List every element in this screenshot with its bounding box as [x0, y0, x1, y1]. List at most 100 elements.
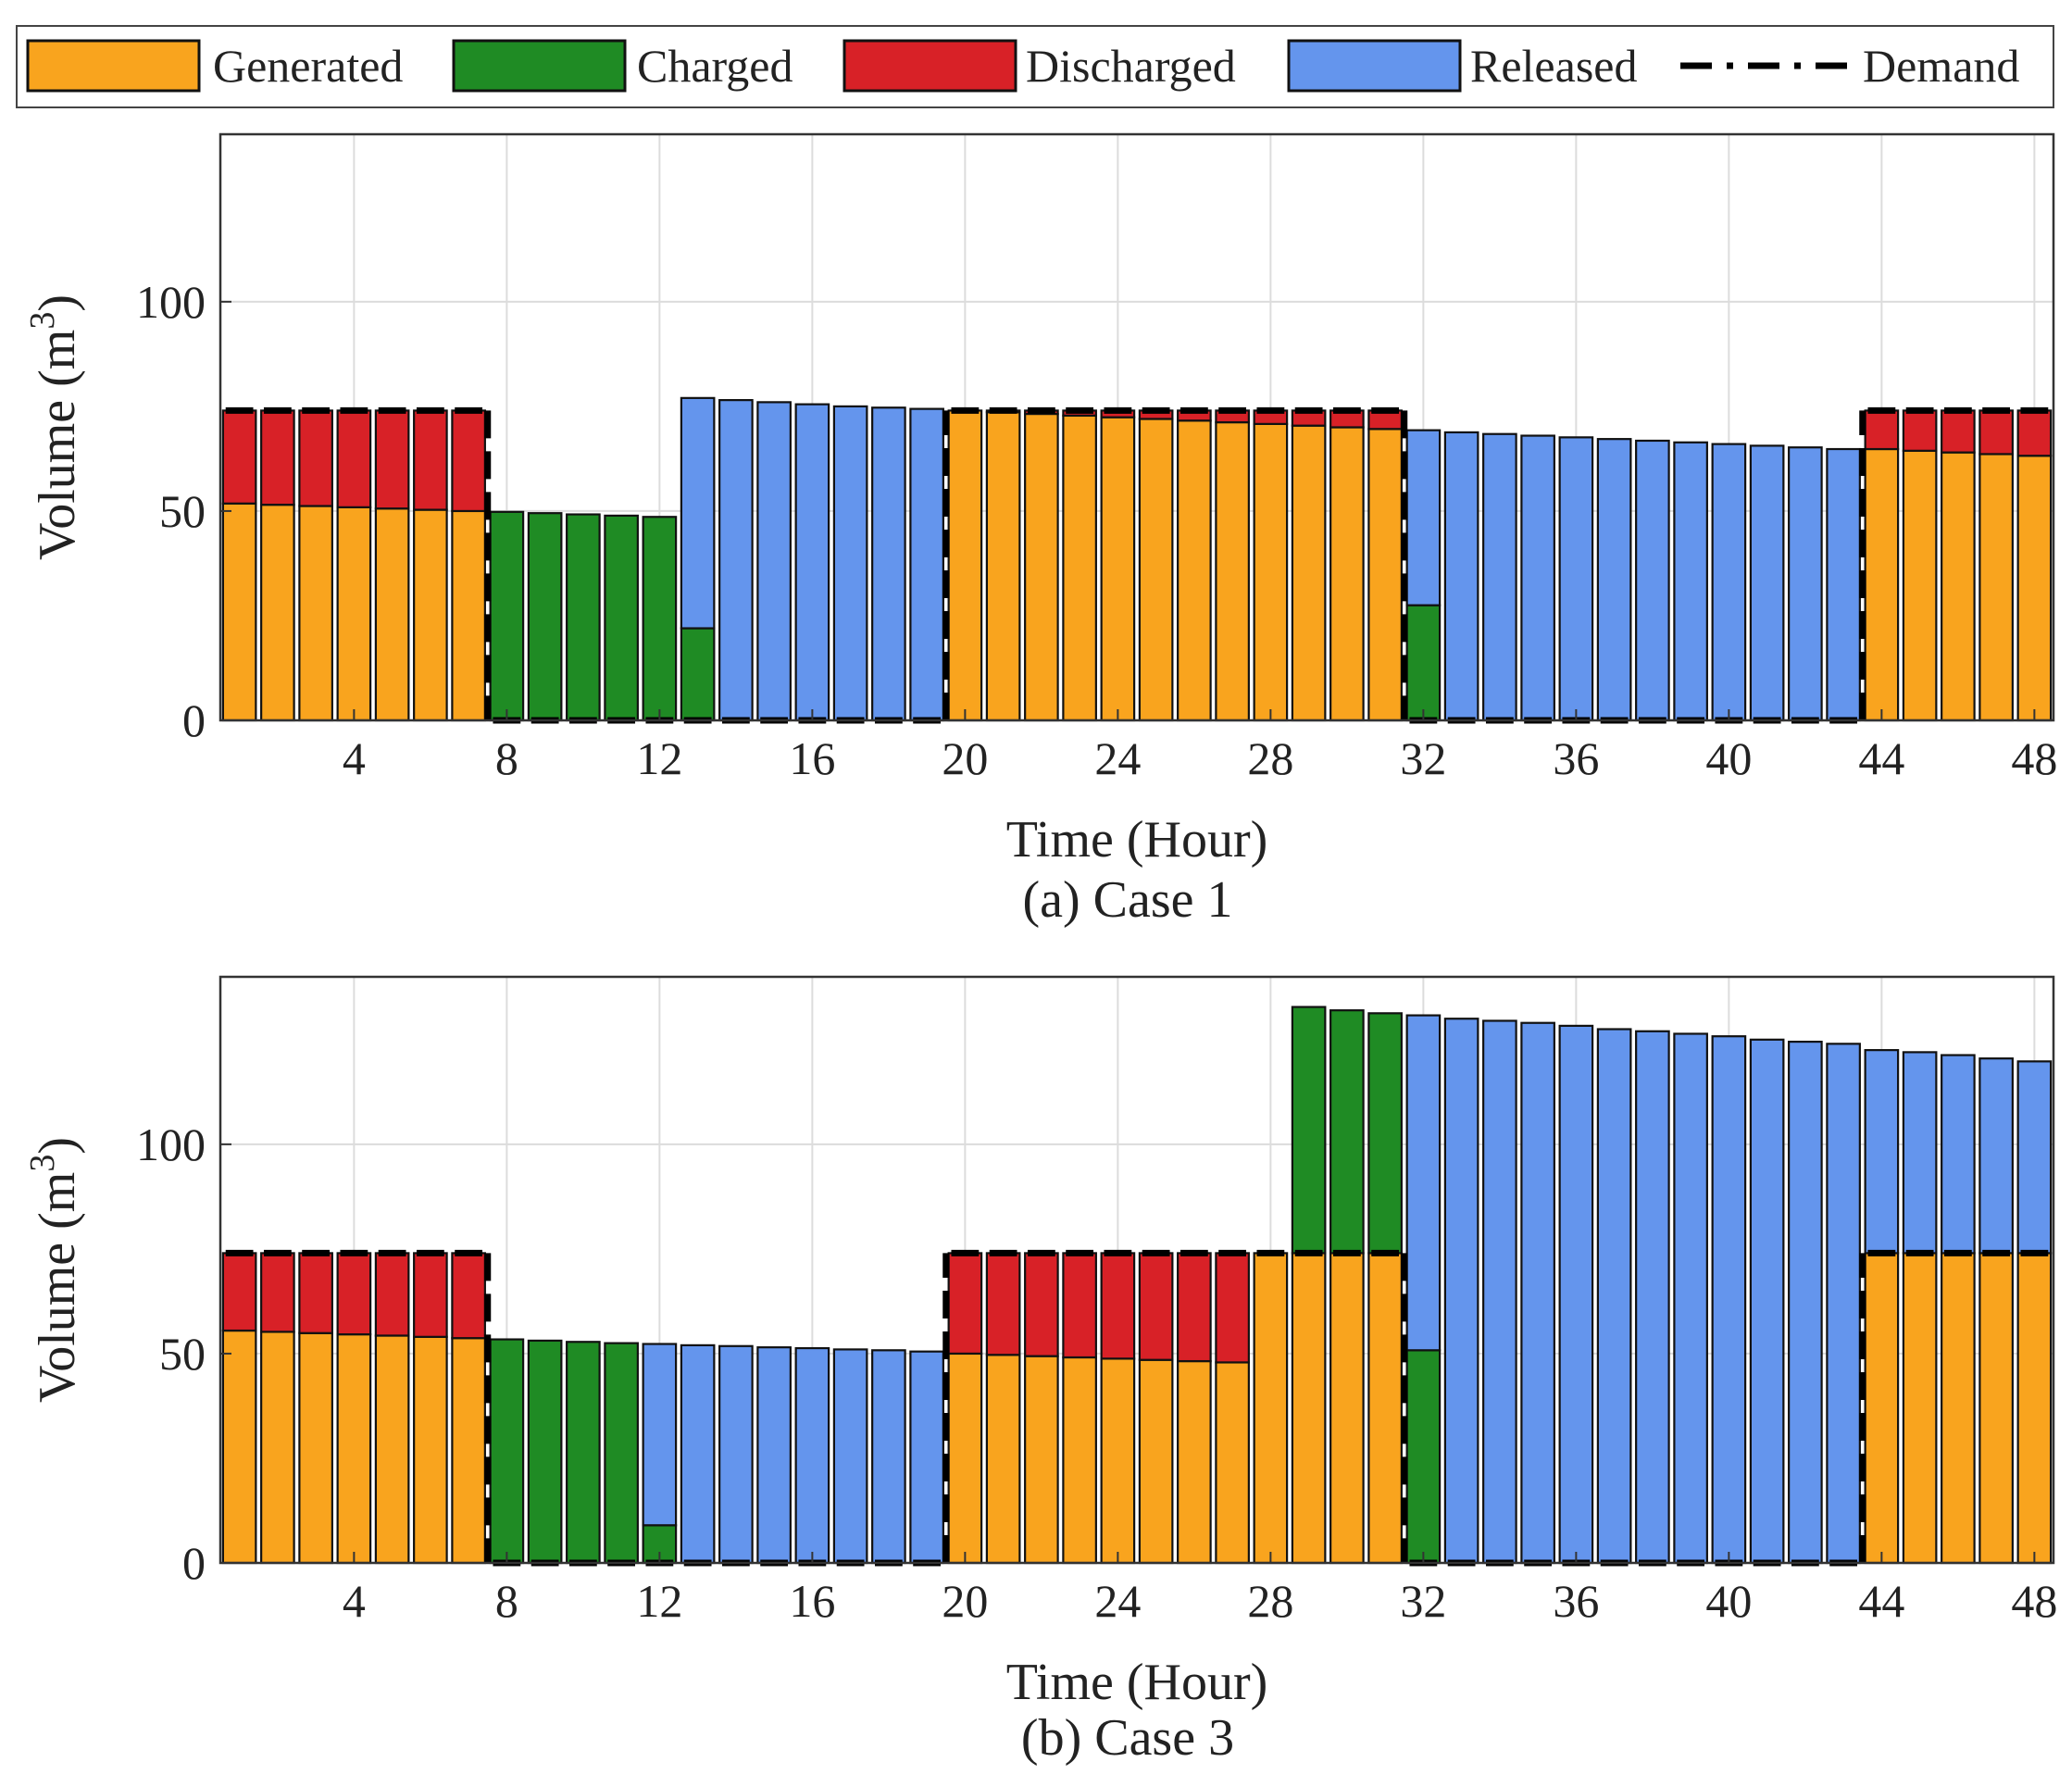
bar-discharged [1138, 1252, 1174, 1361]
bar-generated [1138, 1358, 1174, 1565]
bar-released [756, 1346, 792, 1565]
bar-released [1673, 1032, 1708, 1565]
bar-discharged [1062, 1252, 1097, 1359]
bar-generated [1100, 416, 1136, 722]
bar-released [1673, 441, 1708, 722]
bar-discharged [1100, 1252, 1136, 1360]
bar-released [1520, 434, 1555, 722]
plot-area [220, 977, 2053, 1563]
bar-charged [680, 627, 716, 722]
bar-released [1749, 1038, 1785, 1565]
bar-discharged [374, 1252, 410, 1337]
x-tick-label: 8 [495, 732, 518, 784]
bar-charged [527, 512, 563, 722]
bar-discharged [260, 1252, 295, 1333]
bar-generated [1291, 1252, 1327, 1565]
bar-generated [1864, 447, 1900, 722]
legend-box [16, 25, 2054, 108]
bar-generated [1291, 424, 1327, 722]
x-tick-label: 24 [1094, 732, 1141, 784]
axes-frame [218, 975, 2055, 1565]
bar-generated [413, 1335, 448, 1565]
bar-generated [985, 1354, 1021, 1565]
bar-generated [336, 506, 372, 722]
bar-discharged [1864, 409, 1900, 451]
bar-generated [1100, 1357, 1136, 1565]
bar-discharged [1215, 1252, 1250, 1364]
bar-generated [947, 409, 983, 722]
bar-released [1443, 1018, 1479, 1565]
x-tick-label: 8 [495, 1575, 518, 1627]
bar-discharged [1024, 1252, 1059, 1357]
bar-discharged [451, 409, 486, 513]
bar-released [1596, 438, 1632, 722]
x-tick-label: 12 [636, 732, 682, 784]
x-tick-label: 36 [1553, 1575, 1599, 1627]
x-tick-label: 40 [1705, 732, 1752, 784]
bar-generated [1138, 418, 1174, 722]
bar-released [1558, 1024, 1594, 1565]
legend-swatch-discharged [843, 39, 1017, 93]
y-axis-label-end: ) [29, 294, 86, 312]
x-tick-label: 16 [789, 732, 835, 784]
bar-released [1635, 439, 1670, 722]
bar-generated [1062, 1356, 1097, 1565]
bar-released [680, 1343, 716, 1565]
bar-generated [1329, 426, 1365, 722]
bar-charged [527, 1339, 563, 1565]
bar-released [1635, 1030, 1670, 1565]
bar-charged [566, 1341, 601, 1565]
x-tick-label: 28 [1247, 1575, 1293, 1627]
bar-generated [1253, 1252, 1289, 1565]
bar-discharged [298, 409, 333, 507]
y-tick-label: 0 [182, 694, 206, 746]
bar-discharged [336, 409, 372, 508]
bar-released [871, 406, 906, 722]
bar-generated [1062, 414, 1097, 722]
x-tick-label: 4 [343, 1575, 366, 1627]
x-tick-label: 20 [942, 732, 988, 784]
bar-generated [336, 1333, 372, 1565]
bar-generated [260, 504, 295, 722]
bar-generated [1367, 1252, 1403, 1565]
bar-discharged [413, 1252, 448, 1338]
legend-label-discharged: Discharged [1026, 40, 1236, 92]
legend-swatch-generated [26, 39, 201, 93]
bar-released [642, 1343, 678, 1527]
bar-discharged [451, 1252, 486, 1340]
bar-generated [1978, 1252, 2014, 1565]
legend-swatch-charged [452, 39, 627, 93]
bar-released [1941, 1054, 1976, 1255]
bar-generated [260, 1331, 295, 1565]
bar-charged [642, 516, 678, 722]
bar-discharged [221, 1252, 257, 1332]
axes-frame [218, 132, 2055, 722]
bar-discharged [374, 409, 410, 510]
bar-generated [1902, 449, 1938, 722]
bar-released [1482, 1019, 1517, 1565]
x-tick-label: 40 [1705, 1575, 1752, 1627]
bar-generated [298, 1331, 333, 1565]
bar-released [1443, 431, 1479, 722]
legend: Generated Charged Discharged Released Demand [16, 25, 2054, 108]
y-tick-label: 50 [159, 1328, 206, 1380]
bar-generated [1215, 1361, 1250, 1565]
y-tick-label: 100 [136, 1118, 206, 1170]
bar-released [680, 396, 716, 630]
bar-generated [2016, 455, 2053, 722]
bar-generated [1978, 453, 2014, 722]
bar-generated [947, 1352, 983, 1565]
y-axis-label-main: Volume (m [29, 1172, 86, 1403]
chart-subtitle: (a) Case 1 [1022, 871, 1232, 929]
bar-generated [1941, 451, 1976, 722]
legend-swatch-released [1287, 39, 1462, 93]
x-tick-label: 32 [1400, 1575, 1446, 1627]
y-axis-label-end: ) [29, 1137, 86, 1155]
bar-discharged [260, 409, 295, 506]
bar-released [718, 1344, 754, 1565]
bar-released [1596, 1028, 1632, 1565]
bar-generated [221, 1329, 257, 1565]
bar-generated [1177, 419, 1212, 722]
bar-released [1902, 1051, 1938, 1255]
